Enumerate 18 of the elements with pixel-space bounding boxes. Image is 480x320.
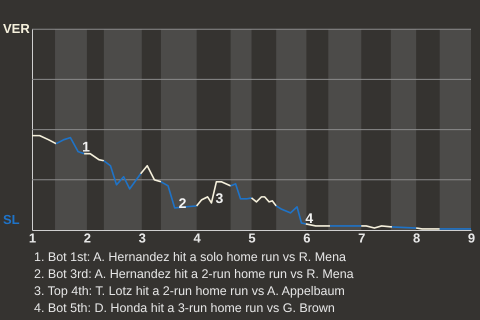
x-tick-label: 4 bbox=[194, 230, 202, 246]
x-tick-label: 5 bbox=[248, 230, 256, 246]
text: 2. Bot 3rd: A. Hernandez hit a 2-run home run vs R. Mena bbox=[34, 267, 354, 281]
x-tick-label: 1 bbox=[28, 230, 36, 246]
annotation: 4 bbox=[305, 210, 314, 226]
text: 3. Top 4th: T. Lotz hit a 2-run home run vs A. Appelbaum bbox=[34, 284, 345, 298]
x-tick-label: 8 bbox=[413, 230, 420, 246]
text: SL bbox=[3, 212, 20, 227]
text: 4. Bot 5th: D. Honda hit a 3-run home run vs G. Brown bbox=[34, 301, 335, 315]
x-tick-label: 6 bbox=[303, 230, 310, 246]
x-tick-label: 2 bbox=[84, 230, 91, 246]
x-tick-label: 7 bbox=[358, 230, 366, 246]
annotation: 3 bbox=[215, 190, 224, 206]
annotation: 1 bbox=[82, 138, 90, 155]
x-tick-label: 3 bbox=[138, 230, 146, 246]
text: VER bbox=[3, 21, 30, 36]
x-tick-label: 9 bbox=[468, 230, 476, 246]
text: 1. Bot 1st: A. Hernandez hit a solo home run vs R. Mena bbox=[34, 250, 346, 264]
